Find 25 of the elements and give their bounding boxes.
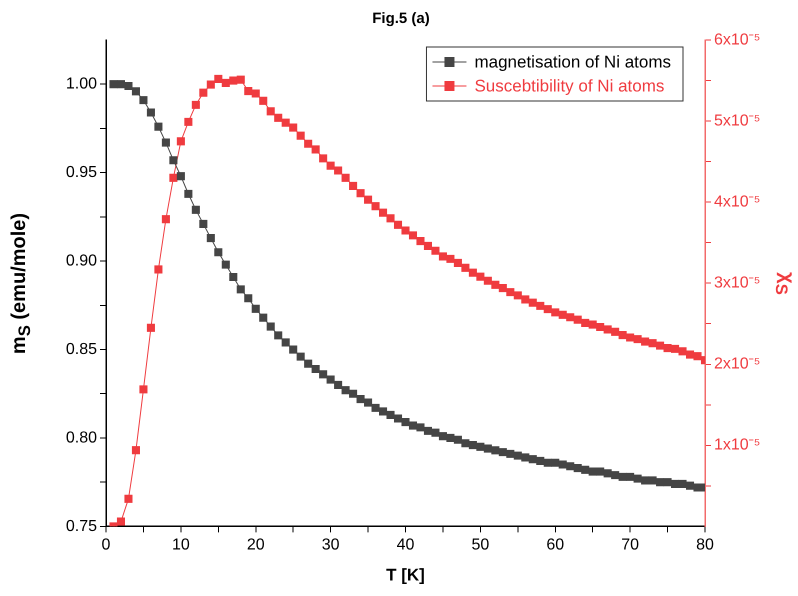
y-tick-label: 1.00 bbox=[66, 76, 98, 93]
x-tick-label: 20 bbox=[246, 536, 265, 554]
x-tick-label: 0 bbox=[102, 536, 111, 554]
x-tick-label: 10 bbox=[172, 536, 190, 554]
x-axis-title: T [K] bbox=[386, 565, 425, 584]
x-tick-label: 80 bbox=[696, 536, 714, 554]
y-tick-label: 0.80 bbox=[66, 429, 98, 446]
legend-label: Suscebtibility of Ni atoms bbox=[474, 76, 664, 96]
y-tick-label: 0.85 bbox=[66, 340, 98, 358]
y2-tick-label: 1x10⁻⁵ bbox=[714, 436, 760, 454]
legend-label: magnetisation of Ni atoms bbox=[474, 52, 672, 72]
y-tick-label: 0.90 bbox=[66, 252, 98, 270]
y-tick-label: 0.95 bbox=[66, 164, 98, 182]
chart-title: Fig.5 (a) bbox=[372, 10, 430, 28]
y2-tick-label: 4x10⁻⁵ bbox=[714, 194, 760, 211]
y2-tick-label: 2x10⁻⁵ bbox=[714, 356, 760, 373]
x-tick-label: 60 bbox=[546, 536, 564, 554]
x-tick-label: 70 bbox=[621, 536, 640, 554]
x-tick-label: 40 bbox=[396, 536, 414, 554]
y2-tick-label: 6x10⁻⁵ bbox=[714, 31, 760, 48]
y-tick-label: 0.75 bbox=[66, 518, 98, 535]
x-tick-label: 50 bbox=[471, 536, 490, 554]
y2-tick-label: 5x10⁻⁵ bbox=[714, 112, 760, 130]
y2-tick-label: 3x10⁻⁵ bbox=[714, 274, 760, 292]
x-tick-label: 30 bbox=[322, 536, 340, 554]
